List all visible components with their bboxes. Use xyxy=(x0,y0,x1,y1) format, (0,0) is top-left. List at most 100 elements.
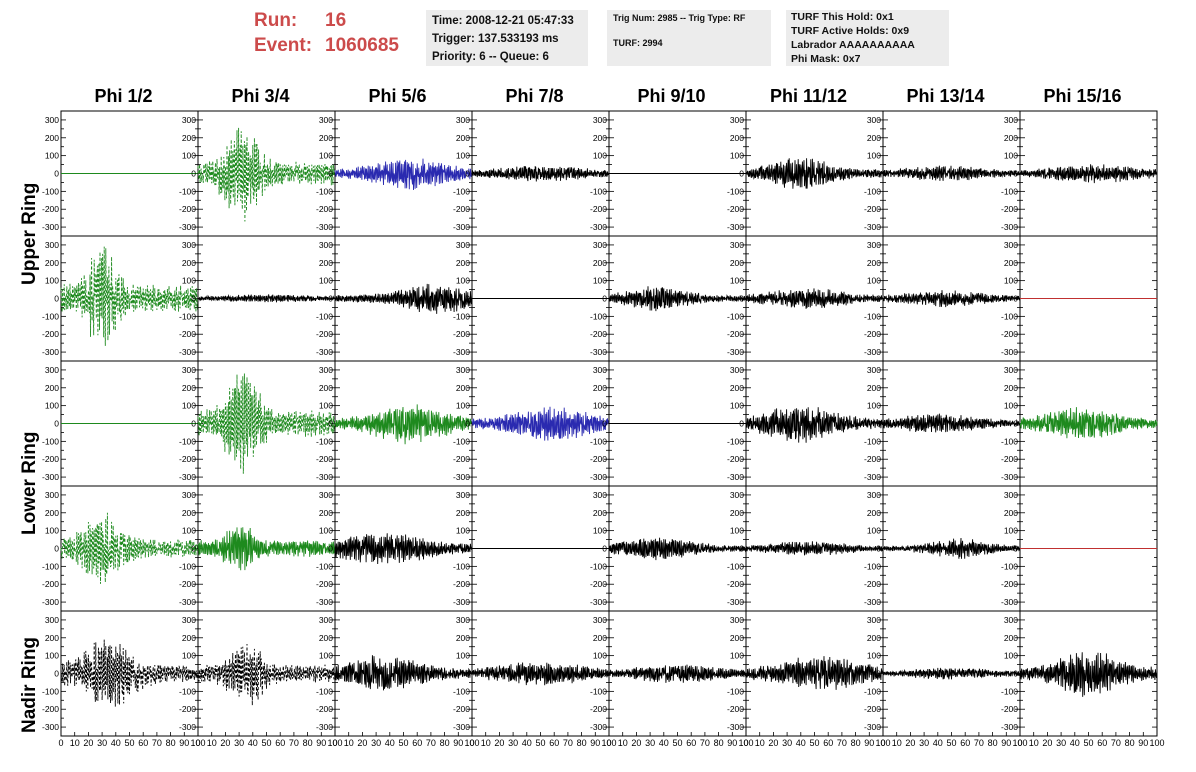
y-tick-label: -300 xyxy=(42,722,59,732)
waveform-trace xyxy=(746,288,884,309)
x-tick-label: 50 xyxy=(946,738,956,748)
x-tick-label: 70 xyxy=(700,738,710,748)
x-tick-label: 30 xyxy=(371,738,381,748)
y-tick-label: -200 xyxy=(727,454,744,464)
x-tick-label: 10 xyxy=(755,738,765,748)
y-tick-label: 200 xyxy=(593,633,607,643)
y-tick-label: 100 xyxy=(182,401,196,411)
y-tick-label: 100 xyxy=(730,151,744,161)
y-tick-label: -300 xyxy=(727,347,744,357)
y-tick-label: 200 xyxy=(319,633,333,643)
y-tick-label: -100 xyxy=(864,311,881,321)
y-tick-label: 200 xyxy=(45,633,59,643)
y-tick-label: 200 xyxy=(730,508,744,518)
x-tick-label: 90 xyxy=(1138,738,1148,748)
x-tick-label: 20 xyxy=(1042,738,1052,748)
y-tick-label: -100 xyxy=(179,686,196,696)
timing-panel: Time: 2008-12-21 05:47:33 Trigger: 137.5… xyxy=(426,10,588,66)
y-tick-label: 100 xyxy=(1004,401,1018,411)
y-tick-label: 300 xyxy=(730,240,744,250)
y-tick-label: 200 xyxy=(456,633,470,643)
turf-active-text: TURF Active Holds: 0x9 xyxy=(791,25,910,37)
y-tick-label: -300 xyxy=(179,222,196,232)
x-tick-label: 30 xyxy=(782,738,792,748)
y-tick-label: -200 xyxy=(590,454,607,464)
waveform-trace xyxy=(471,406,610,441)
turf-panel: TURF This Hold: 0x1 TURF Active Holds: 0… xyxy=(786,10,949,66)
y-tick-label: -100 xyxy=(1001,311,1018,321)
x-tick-label: 90 xyxy=(179,738,189,748)
x-tick-label: 80 xyxy=(166,738,176,748)
y-tick-label: -300 xyxy=(179,597,196,607)
x-tick-label: 70 xyxy=(152,738,162,748)
y-tick-label: 300 xyxy=(182,615,196,625)
x-tick-label: 40 xyxy=(385,738,395,748)
y-tick-label: 100 xyxy=(456,651,470,661)
waveform-trace xyxy=(882,165,1021,181)
y-tick-label: 100 xyxy=(319,651,333,661)
x-tick-label: 40 xyxy=(933,738,943,748)
y-tick-label: 200 xyxy=(456,133,470,143)
x-tick-label: 100 xyxy=(875,738,890,748)
run-label: Run: xyxy=(254,10,298,31)
x-tick-label: 10 xyxy=(344,738,354,748)
y-tick-label: -300 xyxy=(1001,347,1018,357)
y-tick-label: 300 xyxy=(182,115,196,125)
y-tick-label: 0 xyxy=(54,169,59,179)
trigger-panel: Trig Num: 2985 -- Trig Type: RF TURF: 29… xyxy=(607,10,771,66)
y-tick-label: 300 xyxy=(456,115,470,125)
y-tick-label: 100 xyxy=(456,151,470,161)
y-tick-label: 200 xyxy=(730,133,744,143)
y-tick-label: 200 xyxy=(319,258,333,268)
y-tick-label: 300 xyxy=(45,240,59,250)
y-tick-label: 300 xyxy=(730,115,744,125)
waveform-trace xyxy=(197,373,336,474)
x-tick-label: 10 xyxy=(207,738,217,748)
x-tick-label: 70 xyxy=(426,738,436,748)
x-tick-label: 10 xyxy=(892,738,902,748)
waveform-trace xyxy=(745,656,884,690)
x-tick-label: 0 xyxy=(1017,738,1022,748)
column-header-phi-13-14: Phi 13/14 xyxy=(906,86,985,106)
x-tick-label: 0 xyxy=(58,738,63,748)
y-tick-label: -100 xyxy=(179,186,196,196)
y-tick-label: 300 xyxy=(319,240,333,250)
y-tick-label: 300 xyxy=(456,490,470,500)
run-value: 16 xyxy=(325,10,347,31)
y-tick-label: 300 xyxy=(593,615,607,625)
y-tick-label: 100 xyxy=(456,276,470,286)
waveform-trace xyxy=(882,290,1021,308)
y-tick-label: -300 xyxy=(727,222,744,232)
x-tick-label: 100 xyxy=(464,738,479,748)
x-tick-label: 80 xyxy=(851,738,861,748)
y-tick-label: 0 xyxy=(1013,669,1018,679)
y-tick-label: 200 xyxy=(45,508,59,518)
waveform-trace xyxy=(197,294,336,303)
y-tick-label: 100 xyxy=(182,151,196,161)
y-tick-label: -300 xyxy=(1001,722,1018,732)
y-tick-label: -100 xyxy=(179,311,196,321)
y-tick-label: 0 xyxy=(191,169,196,179)
y-tick-label: -200 xyxy=(316,454,333,464)
y-tick-label: -100 xyxy=(727,186,744,196)
waveform-trace xyxy=(334,533,473,565)
y-tick-label: 200 xyxy=(593,383,607,393)
y-tick-label: -300 xyxy=(727,722,744,732)
y-tick-label: -300 xyxy=(42,347,59,357)
x-tick-label: 20 xyxy=(220,738,230,748)
x-tick-label: 100 xyxy=(738,738,753,748)
waveform-trace xyxy=(197,127,336,222)
x-tick-label: 20 xyxy=(357,738,367,748)
y-tick-label: 300 xyxy=(182,490,196,500)
y-tick-label: 100 xyxy=(593,526,607,536)
y-tick-label: 0 xyxy=(739,169,744,179)
x-tick-label: 60 xyxy=(686,738,696,748)
y-tick-label: -300 xyxy=(864,597,881,607)
y-tick-label: 0 xyxy=(876,669,881,679)
y-tick-label: 300 xyxy=(319,365,333,375)
y-tick-label: -300 xyxy=(453,222,470,232)
y-tick-label: 100 xyxy=(593,276,607,286)
y-tick-label: 0 xyxy=(191,419,196,429)
waveform-trace xyxy=(334,158,473,191)
